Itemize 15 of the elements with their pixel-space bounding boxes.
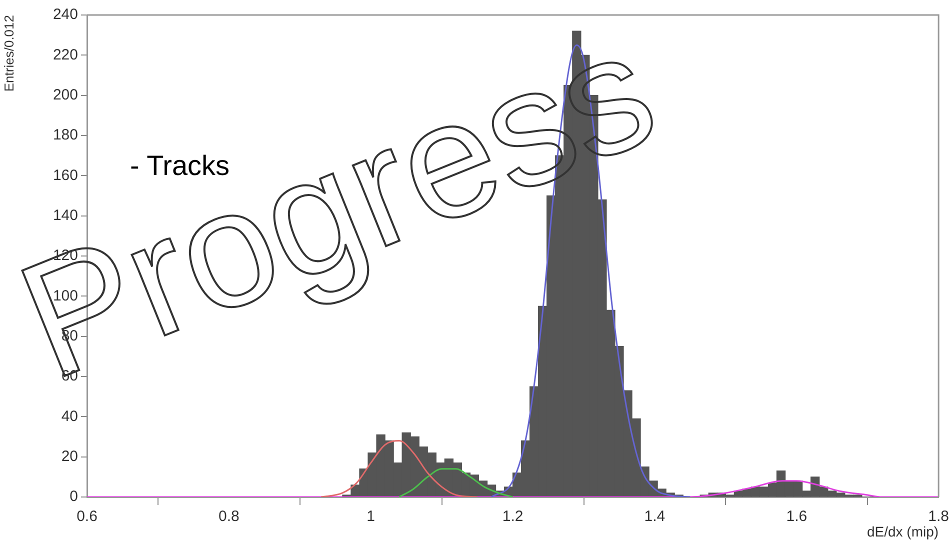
x-tick-label: 1.8 (928, 508, 950, 526)
y-tick-label: 240 (52, 6, 78, 24)
y-axis-title: Entries/0.012 (1, 15, 16, 92)
y-tick-label: 20 (61, 448, 78, 465)
y-tick-label: 40 (61, 408, 78, 425)
line-series (320, 440, 478, 497)
x-tick-label: 1 (366, 508, 376, 526)
x-tick-label: 0.8 (218, 508, 240, 526)
x-tick-label: 1.6 (786, 508, 808, 526)
x-tick-label: 1.4 (644, 508, 666, 526)
x-tick-label: 1.2 (502, 508, 524, 526)
y-tick-label: 0 (70, 488, 78, 506)
x-axis-title: dE/dx (mip) (866, 523, 939, 540)
x-tick-label: 0.6 (76, 508, 98, 526)
y-tick-label: 220 (52, 46, 78, 64)
